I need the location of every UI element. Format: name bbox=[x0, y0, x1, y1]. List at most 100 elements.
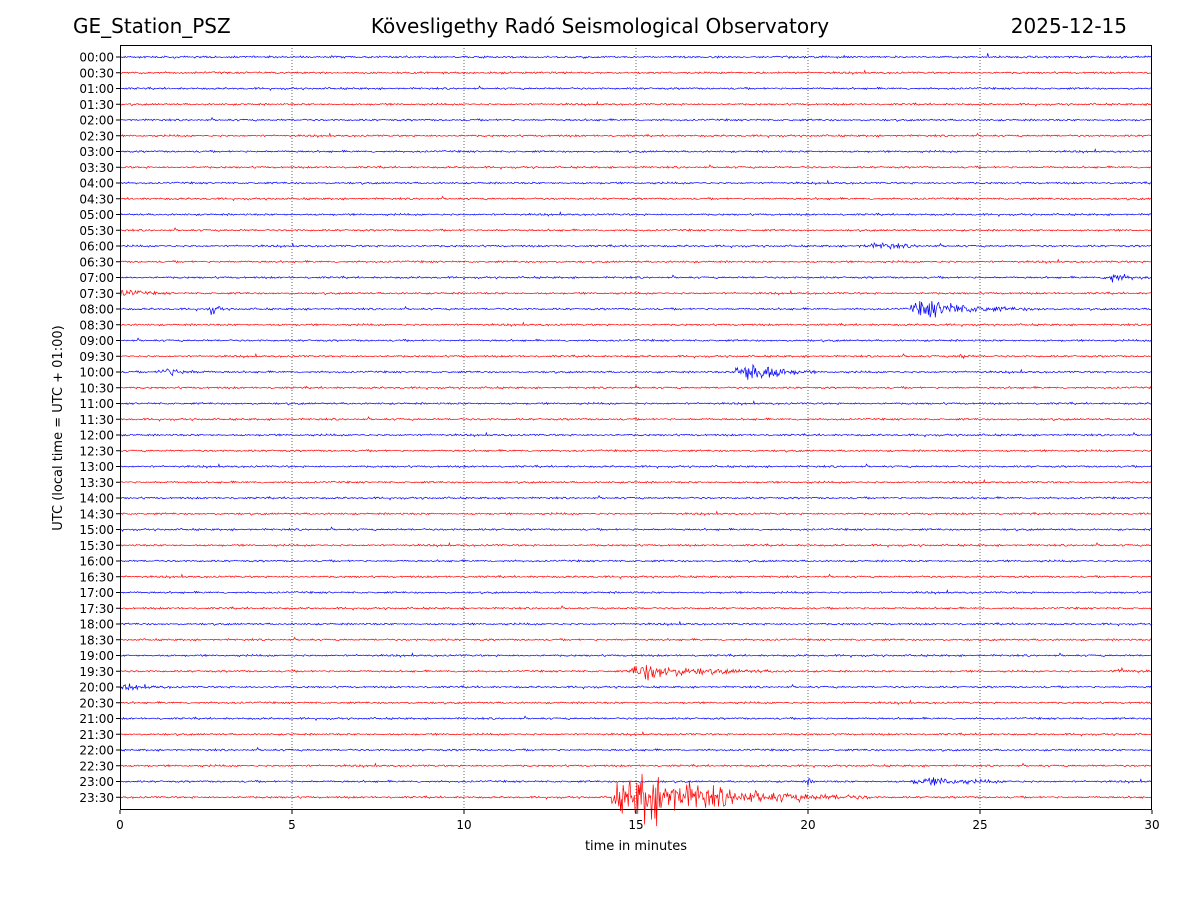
chart-date: 2025-12-15 bbox=[1010, 14, 1127, 38]
trace-2300 bbox=[119, 777, 1153, 787]
trace-0400 bbox=[119, 179, 1153, 186]
ytick-label: 02:30 bbox=[79, 129, 114, 143]
ytick-label: 08:30 bbox=[79, 318, 114, 332]
ytick-label: 10:00 bbox=[79, 366, 114, 380]
ytick-label: 00:00 bbox=[79, 51, 114, 65]
trace-1130 bbox=[119, 416, 1153, 422]
ytick-label: 09:00 bbox=[79, 334, 114, 348]
ytick-label: 09:30 bbox=[79, 350, 114, 364]
ytick-label: 15:00 bbox=[79, 523, 114, 537]
trace-1230 bbox=[119, 448, 1153, 453]
ytick-label: 14:00 bbox=[79, 492, 114, 506]
trace-0300 bbox=[119, 148, 1153, 154]
ytick-label: 10:30 bbox=[79, 381, 114, 395]
ytick-label: 18:00 bbox=[79, 618, 114, 632]
ytick-label: 11:00 bbox=[79, 397, 114, 411]
trace-0730 bbox=[119, 289, 1153, 297]
trace-1000 bbox=[119, 363, 1153, 380]
ytick-label: 03:30 bbox=[79, 161, 114, 175]
trace-2200 bbox=[119, 746, 1153, 752]
ytick-label: 13:30 bbox=[79, 476, 114, 490]
grid-layer bbox=[291, 45, 981, 810]
xtick-label: 20 bbox=[800, 818, 815, 832]
trace-0500 bbox=[119, 211, 1153, 217]
y-axis-label: UTC (local time = UTC + 01:00) bbox=[51, 325, 66, 530]
trace-1500 bbox=[119, 526, 1153, 532]
trace-1830 bbox=[119, 636, 1153, 642]
trace-1030 bbox=[119, 384, 1153, 391]
trace-0930 bbox=[119, 352, 1153, 360]
trace-0900 bbox=[119, 337, 1153, 343]
trace-1800 bbox=[119, 620, 1153, 627]
ytick-label: 22:00 bbox=[79, 744, 114, 758]
ytick-label: 08:00 bbox=[79, 303, 114, 317]
trace-0000 bbox=[119, 53, 1153, 59]
ytick-label: 12:30 bbox=[79, 444, 114, 458]
plot-frame bbox=[120, 45, 1152, 810]
trace-1300 bbox=[119, 463, 1153, 469]
ytick-label: 01:30 bbox=[79, 98, 114, 112]
xtick-label: 10 bbox=[456, 818, 471, 832]
ytick-label: 20:00 bbox=[79, 681, 114, 695]
ytick-label: 13:00 bbox=[79, 460, 114, 474]
x-axis-label: time in minutes bbox=[585, 839, 687, 854]
trace-0430 bbox=[119, 195, 1153, 202]
ytick-label: 12:00 bbox=[79, 429, 114, 443]
trace-0100 bbox=[119, 85, 1153, 91]
trace-1600 bbox=[119, 559, 1153, 563]
ytick-label: 01:00 bbox=[79, 82, 114, 96]
trace-1330 bbox=[119, 478, 1153, 485]
ytick-label: 00:30 bbox=[79, 66, 114, 80]
ytick-label: 05:00 bbox=[79, 208, 114, 222]
trace-0600 bbox=[119, 241, 1153, 250]
trace-1200 bbox=[119, 431, 1153, 438]
ytick-label: 19:30 bbox=[79, 665, 114, 679]
ytick-label: 11:30 bbox=[79, 413, 114, 427]
trace-1900 bbox=[119, 652, 1153, 658]
ytick-label: 17:00 bbox=[79, 586, 114, 600]
trace-0130 bbox=[119, 100, 1153, 107]
ytick-label: 15:30 bbox=[79, 539, 114, 553]
chart-title: Kövesligethy Radó Seismological Observat… bbox=[370, 14, 830, 38]
trace-0200 bbox=[119, 116, 1153, 122]
trace-1630 bbox=[119, 573, 1153, 580]
xtick-label: 5 bbox=[288, 818, 296, 832]
station-code: GE_Station_PSZ bbox=[73, 14, 231, 38]
trace-1530 bbox=[119, 541, 1153, 548]
trace-1730 bbox=[119, 605, 1153, 611]
ytick-label: 05:30 bbox=[79, 224, 114, 238]
ytick-label: 16:30 bbox=[79, 570, 114, 584]
xtick-label: 25 bbox=[972, 818, 987, 832]
trace-1100 bbox=[119, 400, 1153, 406]
ytick-label: 04:00 bbox=[79, 177, 114, 191]
ytick-label: 06:00 bbox=[79, 240, 114, 254]
ytick-label: 19:00 bbox=[79, 649, 114, 663]
trace-1430 bbox=[119, 510, 1153, 516]
ytick-label: 14:30 bbox=[79, 507, 114, 521]
trace-1930 bbox=[119, 664, 1153, 681]
xtick-label: 30 bbox=[1144, 818, 1159, 832]
trace-0230 bbox=[119, 132, 1153, 139]
trace-2130 bbox=[119, 730, 1153, 737]
trace-1400 bbox=[119, 494, 1153, 501]
ytick-label: 02:00 bbox=[79, 114, 114, 128]
trace-0700 bbox=[119, 273, 1153, 283]
trace-0030 bbox=[119, 69, 1153, 75]
ytick-label: 06:30 bbox=[79, 255, 114, 269]
ytick-label: 03:00 bbox=[79, 145, 114, 159]
trace-2230 bbox=[119, 762, 1153, 769]
trace-0830 bbox=[119, 321, 1153, 328]
ytick-label: 17:30 bbox=[79, 602, 114, 616]
ytick-label: 21:30 bbox=[79, 728, 114, 742]
trace-0800 bbox=[119, 301, 1153, 318]
xtick-label: 0 bbox=[116, 818, 124, 832]
trace-1700 bbox=[119, 589, 1153, 595]
ytick-label: 16:00 bbox=[79, 555, 114, 569]
xtick-label: 15 bbox=[628, 818, 643, 832]
ytick-label: 22:30 bbox=[79, 759, 114, 773]
ytick-label: 04:30 bbox=[79, 192, 114, 206]
trace-2000 bbox=[119, 683, 1153, 691]
trace-0330 bbox=[119, 164, 1153, 170]
